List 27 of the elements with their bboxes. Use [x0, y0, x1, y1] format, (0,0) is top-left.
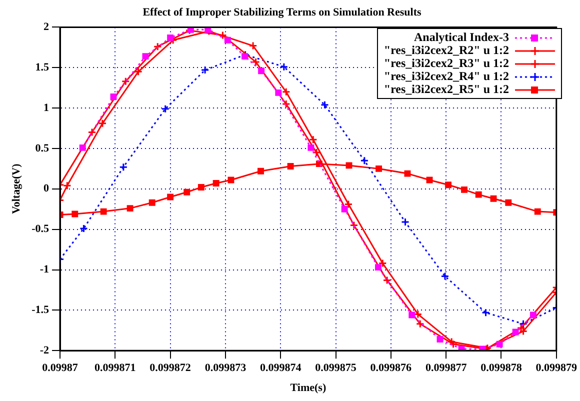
x-tick-label: 0.099871 [94, 362, 136, 374]
x-axis-title: Time(s) [290, 382, 326, 394]
y-axis-title: Voltage(V) [10, 163, 22, 214]
legend-label: "res_i3i2cex2_R2" u 1:2 [384, 43, 509, 57]
y-tick-label: -1.5 [32, 304, 50, 316]
y-tick-label: 0.5 [35, 142, 50, 154]
legend-label: "res_i3i2cex2_R3" u 1:2 [384, 56, 509, 70]
y-tick-label: 1.5 [35, 61, 50, 74]
x-tick-label: 0.099874 [260, 362, 302, 374]
x-tick-label: 0.099876 [370, 362, 412, 374]
x-tick-label: 0.099872 [150, 362, 192, 374]
legend-label: "res_i3i2cex2_R5" u 1:2 [384, 82, 509, 96]
chart-title: Effect of Improper Stabilizing Terms on Simulation Results [142, 6, 422, 18]
x-tick-label: 0.09987 [42, 362, 78, 374]
y-tick-label: 2 [44, 21, 50, 34]
legend-label: "res_i3i2cex2_R4" u 1:2 [384, 69, 509, 83]
y-tick-label: -2 [40, 344, 50, 356]
y-tick-label: 1 [44, 102, 49, 114]
x-tick-label: 0.099878 [480, 362, 522, 374]
y-tick-label: -1 [40, 264, 49, 276]
x-tick-label: 0.099875 [315, 362, 357, 374]
x-tick-label: 0.099873 [204, 362, 247, 374]
x-tick-label: 0.099877 [425, 362, 468, 374]
legend-label: Analytical Index-3 [414, 30, 509, 44]
y-tick-label: 0 [44, 182, 50, 195]
x-tick-label: 0.099879 [536, 362, 578, 374]
y-tick-label: -0.5 [32, 223, 50, 236]
